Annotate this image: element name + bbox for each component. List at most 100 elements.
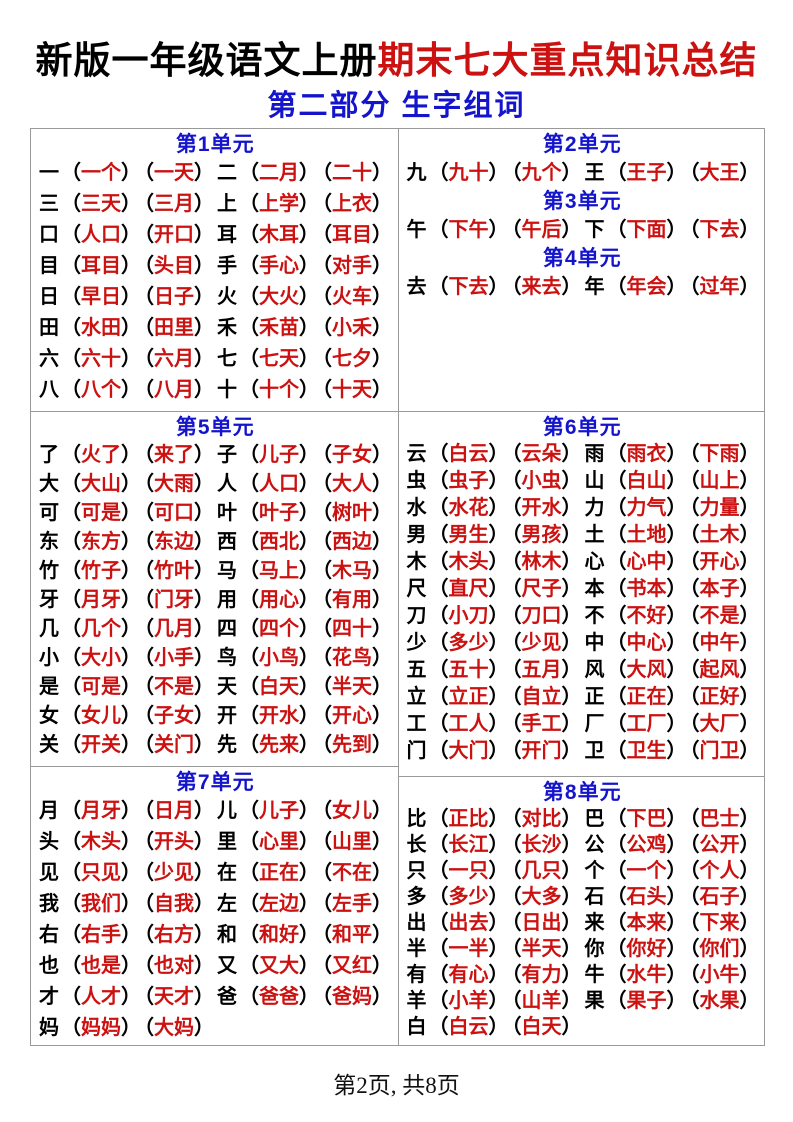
vocab-word: （左手） [322, 893, 392, 915]
vocab-char: 来 [584, 912, 605, 934]
vocab-word: （树叶） [322, 502, 392, 524]
vocab-word-text: 卫生 [626, 740, 667, 762]
vocab-word-text: 石子 [699, 886, 740, 908]
vocab-word: （下去） [428, 276, 509, 298]
vocab-entry: 土（土地） （土木） [585, 522, 763, 549]
vocab-row: 出（出去） （日出）来（本来） （下来） [407, 910, 760, 936]
vocab-word-text: 先到 [332, 734, 372, 756]
vocab-entry: 巴（下巴） （巴士） [585, 806, 763, 832]
vocab-word-text: 六十 [81, 348, 121, 370]
vocab-word: （小牛） [689, 964, 760, 986]
vocab-word-text: 木马 [332, 560, 372, 582]
vocab-word-text: 又大 [259, 955, 299, 977]
vocab-word-text: 月牙 [81, 589, 121, 611]
vocab-row: 云（白云） （云朵）雨（雨衣） （下雨） [407, 441, 760, 468]
vocab-row: 也（也是） （也对）又（又大） （又红） [39, 951, 392, 982]
vocab-row: 月（月牙） （日月）儿（儿子） （女儿） [39, 796, 392, 827]
vocab-word-text: 大王 [699, 162, 740, 184]
vocab-word: （只见） [61, 862, 141, 884]
vocab-char: 月 [39, 800, 59, 822]
vocab-word: （先到） [322, 734, 392, 756]
vocab-row: 五（五十） （五月）风（大风） （起风） [406, 657, 760, 684]
vocab-word-text: 头目 [154, 255, 194, 277]
vocab-word-text: 先来 [259, 734, 299, 756]
vocab-word-text: 右手 [81, 924, 121, 946]
vocab-entry: 长（长江） （长沙） [407, 832, 585, 858]
vocab-word: （果子） [606, 990, 687, 1012]
vocab-word-text: 下雨 [699, 443, 740, 465]
vocab-word: （书本） [606, 578, 687, 600]
vocab-entry: 人（人口） （大人） [217, 470, 395, 499]
vocab-word-text: 一只 [448, 860, 489, 882]
vocab-char: 叶 [217, 502, 237, 524]
vocab-entry: 田（水田） （田里） [39, 313, 217, 344]
vocab-word: （木头） [428, 551, 509, 573]
vocab-entry: 四（四个） （四十） [217, 615, 395, 644]
vocab-word: （火了） [61, 444, 141, 466]
vocab-word-text: 大妈 [154, 1017, 194, 1039]
vocab-entry: 牙（月牙） （门牙） [39, 586, 217, 615]
vocab-char: 山 [584, 470, 605, 492]
vocab-char: 子 [217, 444, 237, 466]
vocab-word-text: 下午 [448, 219, 489, 241]
unit-cell: 第6单元云（白云） （云朵）雨（雨衣） （下雨）虫（虫子） （小虫）山（白山） （山上）… [398, 411, 764, 776]
vocab-word: （女儿） [61, 705, 141, 727]
vocab-word: （头目） [144, 255, 214, 277]
vocab-row: 牙（月牙） （门牙）用（用心） （有用） [39, 586, 392, 615]
vocab-word-text: 中午 [699, 632, 740, 654]
vocab-word: （六十） [61, 348, 141, 370]
vocab-entry: 心（心中） （开心） [585, 549, 763, 576]
vocab-word-text: 人口 [259, 473, 299, 495]
vocab-word: （水田） [61, 317, 141, 339]
vocab-char: 九 [406, 162, 427, 184]
vocab-word: （下午） [428, 219, 509, 241]
vocab-entry: 妈（妈妈） （大妈） [39, 1013, 217, 1044]
vocab-char: 一 [39, 162, 59, 184]
vocab-word: （工厂） [606, 713, 687, 735]
vocab-char: 不 [584, 605, 605, 627]
vocab-word: （个人） [689, 860, 760, 882]
vocab-word: （日出） [511, 912, 582, 934]
vocab-word: （过年） [689, 276, 760, 298]
vocab-word: （少见） [144, 862, 214, 884]
vocab-word-text: 手工 [521, 713, 562, 735]
vocab-entry: 十（十个） （十天） [217, 375, 395, 406]
vocab-word-text: 长江 [448, 834, 489, 856]
vocab-char: 风 [584, 659, 605, 681]
vocab-char: 又 [217, 955, 237, 977]
vocab-entry: 可（可是） （可口） [39, 499, 217, 528]
vocab-char: 果 [584, 990, 605, 1012]
vocab-entry: 中（中心） （中午） [585, 630, 763, 657]
vocab-char: 五 [406, 659, 427, 681]
vocab-word: （开头） [144, 831, 214, 853]
vocab-word: （大妈） [144, 1017, 214, 1039]
vocab-word-text: 一个 [626, 860, 667, 882]
vocab-word: （又大） [239, 955, 319, 977]
vocab-entry: 虫（虫子） （小虫） [407, 468, 585, 495]
vocab-row: 六（六十） （六月）七（七天） （七夕） [39, 344, 392, 375]
vocab-entry: 半（一半） （半天） [407, 936, 585, 962]
vocab-word-text: 又红 [332, 955, 372, 977]
vocab-row: 九（九十） （九个）王（王子） （大王） [406, 158, 760, 188]
vocab-word: （男生） [428, 524, 509, 546]
vocab-word-text: 本来 [626, 912, 667, 934]
vocab-word: （马上） [239, 560, 319, 582]
vocab-word: （午后） [511, 219, 582, 241]
vocab-char: 牛 [584, 964, 605, 986]
vocab-char: 牙 [39, 589, 59, 611]
vocab-char: 开 [217, 705, 237, 727]
vocab-char: 爸 [217, 986, 237, 1008]
vocab-row: 多（多少） （大多）石（石头） （石子） [407, 884, 760, 910]
vocab-char: 去 [406, 276, 427, 298]
vocab-word: （日子） [144, 286, 214, 308]
vocab-char: 白 [406, 1016, 427, 1038]
unit-cell: 第5单元了（火了） （来了）子（儿子） （子女）大（大山） （大雨）人（人口） （大人）… [31, 411, 398, 766]
vocab-word: （白天） [239, 676, 319, 698]
vocab-word-text: 八月 [154, 379, 194, 401]
vocab-word-text: 山上 [699, 470, 740, 492]
vocab-word-text: 开心 [332, 705, 372, 727]
unit-cell: 第7单元月（月牙） （日月）儿（儿子） （女儿）头（木头） （开头）里（心里） （山里）… [31, 766, 398, 1047]
vocab-word-text: 门牙 [154, 589, 194, 611]
vocab-char: 见 [39, 862, 59, 884]
vocab-word: （不在） [322, 862, 392, 884]
